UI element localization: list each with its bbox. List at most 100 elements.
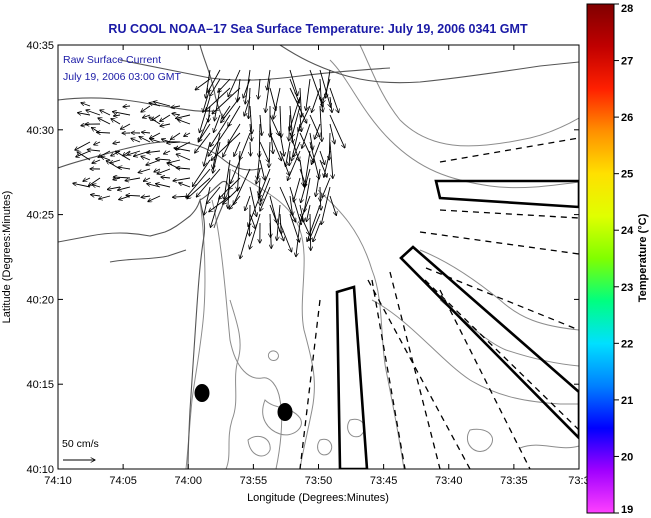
x-tick-label: 73:40 bbox=[435, 475, 463, 487]
current-vector bbox=[250, 141, 251, 156]
current-vector bbox=[223, 141, 231, 157]
current-vector bbox=[86, 110, 101, 116]
colorbar-tick-label: 28 bbox=[621, 3, 633, 15]
dashed-line bbox=[439, 209, 579, 219]
current-vector bbox=[269, 132, 281, 161]
current-vector bbox=[329, 114, 345, 148]
contour-line bbox=[519, 444, 579, 449]
contour-line bbox=[231, 169, 315, 469]
current-vector bbox=[118, 186, 131, 190]
current-vector bbox=[91, 195, 101, 196]
current-vector bbox=[265, 78, 271, 112]
colorbar-label: Temperature (°C) bbox=[637, 213, 649, 302]
shoreline-staten bbox=[109, 249, 187, 263]
current-vector bbox=[314, 123, 321, 139]
current-vector bbox=[244, 96, 251, 116]
current-vector bbox=[269, 141, 270, 167]
current-vector bbox=[299, 132, 314, 162]
current-vector bbox=[141, 196, 151, 197]
current-vector bbox=[287, 150, 301, 180]
current-vector bbox=[230, 159, 241, 184]
current-vector bbox=[277, 204, 281, 240]
current-vector bbox=[293, 141, 301, 157]
current-vector bbox=[228, 123, 241, 143]
current-vector bbox=[184, 133, 191, 136]
current-vector bbox=[279, 222, 292, 252]
current-vector bbox=[157, 168, 171, 174]
current-vectors bbox=[73, 69, 345, 259]
current-vector bbox=[269, 204, 284, 241]
current-vector bbox=[259, 123, 260, 157]
current-vector bbox=[237, 150, 241, 191]
current-vector bbox=[245, 195, 251, 211]
current-vector bbox=[316, 168, 321, 197]
contour-line bbox=[247, 435, 271, 457]
current-vector bbox=[160, 114, 171, 121]
current-vector bbox=[176, 114, 191, 118]
transect-box-diagonal bbox=[399, 245, 579, 440]
current-vector bbox=[279, 132, 284, 156]
x-axis-label: Longitude (Degrees:Minutes) bbox=[247, 492, 389, 504]
current-vector bbox=[206, 69, 211, 98]
current-vector bbox=[248, 87, 250, 119]
current-vector bbox=[211, 132, 241, 160]
current-vector bbox=[267, 69, 271, 90]
current-vector bbox=[259, 141, 269, 162]
current-vector bbox=[319, 69, 331, 107]
current-vector bbox=[112, 112, 131, 116]
dashed-line bbox=[371, 279, 406, 469]
dashed-sampling-lines bbox=[299, 137, 579, 469]
current-vector bbox=[214, 87, 221, 121]
contour-line bbox=[225, 299, 241, 469]
current-vector bbox=[142, 115, 151, 118]
current-vector bbox=[187, 177, 211, 199]
current-vector bbox=[100, 110, 111, 116]
current-vector bbox=[120, 123, 131, 129]
current-vector bbox=[285, 141, 291, 167]
current-vector bbox=[233, 168, 251, 205]
current-vector bbox=[228, 69, 241, 97]
contour-line bbox=[329, 59, 579, 189]
contour-line bbox=[317, 189, 405, 469]
current-vector bbox=[259, 159, 265, 180]
current-vector bbox=[148, 195, 161, 202]
colorbar-tick-label: 24 bbox=[621, 225, 634, 237]
x-tick-label: 73:55 bbox=[240, 475, 268, 487]
current-vector bbox=[143, 178, 151, 181]
current-vector bbox=[270, 222, 271, 237]
current-vector bbox=[206, 186, 221, 204]
current-vector bbox=[322, 177, 331, 198]
current-vector bbox=[171, 106, 181, 108]
x-tick-label: 74:10 bbox=[44, 475, 72, 487]
current-vector bbox=[173, 177, 191, 181]
current-vector bbox=[259, 177, 260, 195]
current-vector bbox=[150, 139, 161, 143]
current-vector bbox=[149, 117, 161, 125]
current-vector bbox=[94, 142, 101, 145]
current-vector bbox=[156, 159, 171, 160]
current-vector bbox=[250, 105, 252, 134]
current-vector bbox=[289, 87, 307, 123]
current-vector bbox=[269, 114, 279, 136]
shoreline-river bbox=[199, 45, 225, 121]
current-vector bbox=[329, 141, 333, 178]
colorbar-tick-label: 20 bbox=[621, 451, 633, 463]
colorbar-tick-label: 26 bbox=[621, 112, 633, 124]
current-vector bbox=[329, 123, 335, 144]
current-vector bbox=[293, 177, 301, 202]
current-vector bbox=[260, 186, 271, 211]
current-vector bbox=[92, 159, 101, 163]
current-vector bbox=[329, 87, 339, 113]
current-vector bbox=[204, 141, 211, 166]
y-axis-ticks: 40:35 40:30 40:25 40:20 40:15 40:10 bbox=[26, 40, 579, 476]
current-vector bbox=[302, 123, 311, 148]
annotation-line-1: Raw Surface Current bbox=[63, 54, 161, 66]
current-vector bbox=[289, 69, 298, 96]
current-vector bbox=[300, 114, 301, 132]
current-vector bbox=[306, 78, 311, 110]
current-vector bbox=[192, 159, 211, 187]
y-axis-label: Latitude (Degrees:Minutes) bbox=[1, 191, 13, 324]
dashed-line bbox=[439, 137, 579, 163]
x-tick-label: 74:05 bbox=[109, 475, 137, 487]
